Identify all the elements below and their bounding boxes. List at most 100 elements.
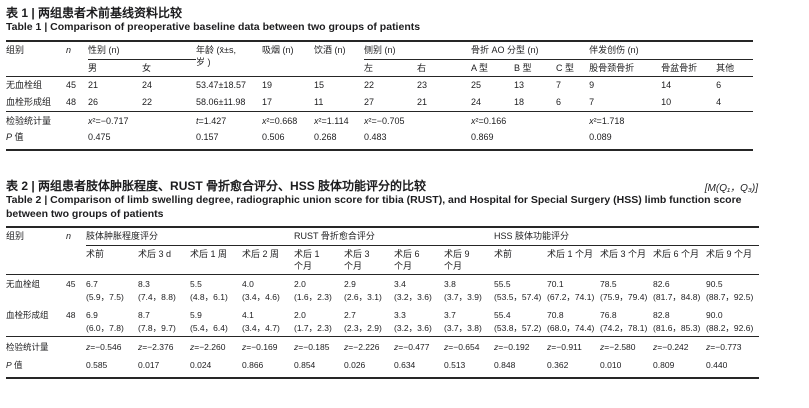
table1: 组别 n 性别 (n) 年龄 (x̄±s, 岁 ) 吸烟 (n) 饮酒 (n) … <box>6 39 754 151</box>
t2-header-hss-6m: 术后 6 个月 <box>653 249 700 260</box>
stat-value: z=−0.169 <box>242 336 295 357</box>
cell: 90.0 (88.2，92.6) <box>706 309 754 333</box>
t1-header-ao: 骨折 AO 分型 (n) <box>471 40 590 60</box>
row-label: P 值 <box>6 360 23 371</box>
p-value: 0.483 <box>364 132 387 143</box>
row-label: 检验统计量 <box>6 336 86 357</box>
t2-header-n: n <box>66 231 72 242</box>
t2-header-rust-9m: 术后 9 个月 <box>444 249 470 271</box>
p-value: 0.634 <box>394 360 416 371</box>
t2-header-hss-1m: 术后 1 个月 <box>547 249 594 260</box>
t1-header-ao-a: A 型 <box>471 62 489 73</box>
table-row: 无血栓组 45 21 24 53.47±18.57 19 15 22 23 25… <box>6 76 754 94</box>
t1-header-ao-b: B 型 <box>514 62 532 73</box>
cell: 90.5 (88.7，92.5) <box>706 274 760 306</box>
cell: 55.4 (53.8，57.2) <box>494 309 542 333</box>
row-label: P 值 <box>6 132 24 143</box>
cell: 14 <box>661 76 717 94</box>
p-value: 0.809 <box>653 360 675 371</box>
cell: 11 <box>314 96 324 107</box>
stat-value: x²=1.718 <box>589 110 754 130</box>
cell: 22 <box>364 76 418 94</box>
cell: 3.7 (3.7，3.8) <box>444 309 482 333</box>
p-value: 0.362 <box>547 360 569 371</box>
cell: 8.3 (7.4，8.8) <box>138 274 190 306</box>
t1-header-pelvic: 骨盆骨折 <box>661 62 698 73</box>
stat-value: x²=0.668 <box>262 110 315 130</box>
stat-value: x²=0.166 <box>471 110 590 130</box>
stat-value: z=−0.192 <box>494 336 548 357</box>
table-row: 血栓形成组 48 26 22 58.06±11.98 17 11 27 21 2… <box>6 94 753 111</box>
t1-header-smoke: 吸烟 (n) <box>262 44 294 55</box>
t1-header-left: 左 <box>364 62 374 73</box>
cell: 23 <box>417 76 472 94</box>
t1-header-side: 侧别 (n) <box>364 40 472 60</box>
stat-value: z=−2.580 <box>600 336 654 357</box>
table1-section: 表 1 | 两组患者术前基线资料比较 Table 1 | Comparison … <box>6 5 809 151</box>
t2-header-hss-pre: 术前 <box>494 249 513 260</box>
t1-header-right: 右 <box>417 62 427 73</box>
p-value: 0.513 <box>444 360 466 371</box>
cell: 70.1 (67.2，74.1) <box>547 274 601 306</box>
cell: 6.9 (6.0，7.8) <box>86 309 124 333</box>
cell: 78.5 (75.9，79.4) <box>600 274 654 306</box>
cell: 9 <box>589 76 662 94</box>
p-value-row: P 值 0.475 0.157 0.506 0.268 0.483 0.869 … <box>6 129 753 150</box>
table2-caption-zh: 表 2 | 两组患者肢体肿胀程度、RUST 骨折愈合评分、HSS 肢体功能评分的… <box>6 178 427 193</box>
table2: 组别 n 肢体肿胀程度评分 RUST 骨折愈合评分 HSS 肢体功能评分 术前 … <box>6 226 760 379</box>
table1-header-row-1: 组别 n 性别 (n) 年龄 (x̄±s, 岁 ) 吸烟 (n) 饮酒 (n) … <box>6 40 754 67</box>
stat-value: z=−2.226 <box>344 336 395 357</box>
statistic-row: 检验统计量 x²=−0.717 t=1.427 x²=0.668 x²=1.11… <box>6 110 754 130</box>
stat-value: z=−0.185 <box>294 336 345 357</box>
p-value: 0.585 <box>86 360 108 371</box>
stat-value: z=−2.260 <box>190 336 242 357</box>
cell: 3.3 (3.2，3.6) <box>394 309 432 333</box>
table2-caption-note: [M(Q₁，Q₃)] <box>704 182 758 194</box>
p-value-row: P 值 0.585 0.017 0.024 0.866 0.854 0.026 … <box>6 356 759 378</box>
table1-header-row-2: 男 女 左 右 A 型 B 型 C 型 股骨颈骨折 骨盆骨折 其他 <box>6 59 753 77</box>
table2-caption-en: Table 2 | Comparison of limb swelling de… <box>6 194 742 220</box>
table-row: 无血栓组 45 6.7 (5.9，7.5) 8.3 (7.4，8.8) 5.5 … <box>6 274 760 306</box>
p-value: 0.866 <box>242 360 264 371</box>
cell: 45 <box>66 76 88 94</box>
cell: 26 <box>88 96 99 107</box>
p-value: 0.848 <box>494 360 516 371</box>
p-value: 0.089 <box>589 132 612 143</box>
cell: 22 <box>142 96 153 107</box>
stat-value: x²=1.114 <box>314 110 365 130</box>
cell: 3.8 (3.7，3.9) <box>444 274 495 306</box>
p-value: 0.854 <box>294 360 316 371</box>
t2-header-rust-1m: 术后 1 个月 <box>294 249 320 271</box>
row-label: 血栓形成组 <box>6 96 52 107</box>
t2-header-swell-2w: 术后 2 周 <box>242 249 280 260</box>
row-label: 无血栓组 <box>6 76 66 94</box>
t2-header-rust-6m: 术后 6 个月 <box>394 249 420 271</box>
cell: 27 <box>364 96 375 107</box>
t2-header-swelling: 肢体肿胀程度评分 <box>86 227 295 247</box>
cell: 7 <box>556 76 590 94</box>
cell: 24 <box>142 76 197 94</box>
cell: 4.0 (3.4，4.6) <box>242 274 295 306</box>
t1-header-n: n <box>66 44 72 55</box>
cell: 18 <box>514 96 525 107</box>
p-value: 0.010 <box>600 360 622 371</box>
t2-header-hss: HSS 肢体功能评分 <box>494 227 760 247</box>
stat-value: t=1.427 <box>196 110 263 130</box>
cell: 70.8 (68.0，74.4) <box>547 309 595 333</box>
p-value: 0.026 <box>344 360 366 371</box>
cell: 82.8 (81.6，85.3) <box>653 309 701 333</box>
cell: 17 <box>262 96 273 107</box>
p-value: 0.440 <box>706 360 728 371</box>
t1-header-sex: 性别 (n) <box>88 40 197 60</box>
t2-header-swell-3d: 术后 3 d <box>138 249 172 260</box>
t2-header-swell-1w: 术后 1 周 <box>190 249 228 260</box>
t1-header-other: 其他 <box>716 62 735 73</box>
cell: 6 <box>716 76 754 94</box>
table1-caption-zh: 表 1 | 两组患者术前基线资料比较 <box>6 6 183 20</box>
table2-section: 表 2 | 两组患者肢体肿胀程度、RUST 骨折愈合评分、HSS 肢体功能评分的… <box>6 178 809 379</box>
cell: 53.47±18.57 <box>196 76 263 94</box>
statistic-row: 检验统计量 z=−0.546 z=−2.376 z=−2.260 z=−0.16… <box>6 336 760 357</box>
stat-value: x²=−0.717 <box>88 110 197 130</box>
cell: 25 <box>471 76 515 94</box>
t2-header-rust: RUST 骨折愈合评分 <box>294 227 495 247</box>
